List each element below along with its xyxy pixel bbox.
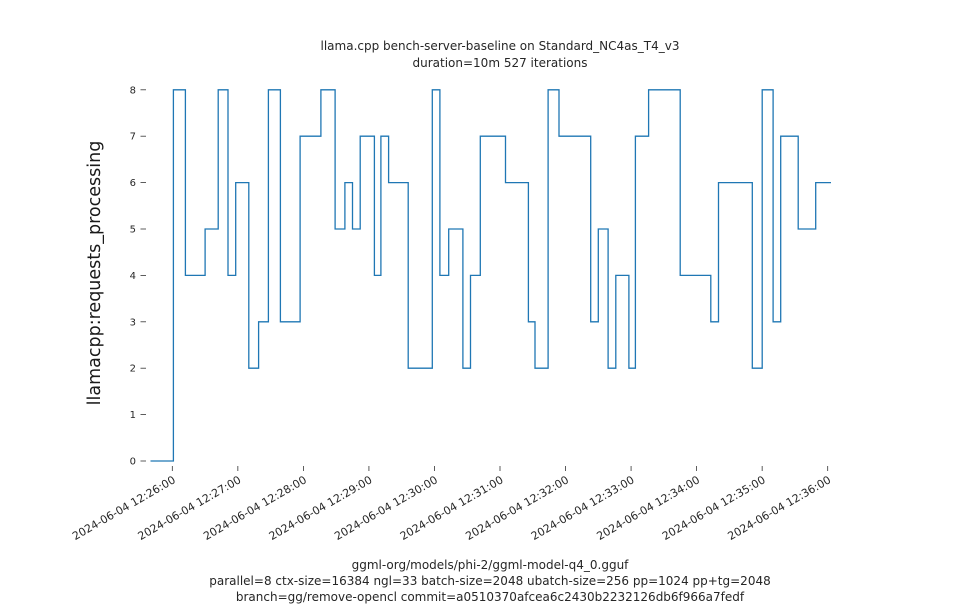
- y-axis-tick-label: 3: [130, 317, 136, 328]
- y-axis-tick-label: 6: [130, 178, 136, 189]
- y-axis-tick-label: 8: [130, 85, 136, 96]
- chart-captions: ggml-org/models/phi-2/ggml-model-q4_0.gg…: [20, 557, 960, 605]
- chart-title: llama.cpp bench-server-baseline on Stand…: [40, 38, 960, 72]
- y-axis-tick-label: 1: [130, 410, 136, 421]
- requests-processing-series-line: [150, 89, 831, 462]
- y-axis-tick-label: 4: [130, 271, 136, 282]
- caption-params: parallel=8 ctx-size=16384 ngl=33 batch-s…: [209, 574, 771, 588]
- y-axis-tick-label: 2: [130, 364, 136, 375]
- x-axis-tick-label: 2024-06-04 12:26:00: [70, 473, 178, 543]
- caption-branch-commit: branch=gg/remove-opencl commit=a0510370a…: [235, 590, 745, 604]
- chart-title-line2: duration=10m 527 iterations: [412, 56, 588, 70]
- y-axis-tick-label: 0: [130, 457, 136, 468]
- caption-model: ggml-org/models/phi-2/ggml-model-q4_0.gg…: [351, 558, 629, 572]
- y-axis-tick-label: 7: [130, 132, 136, 143]
- y-axis-tick-label: 5: [130, 225, 136, 236]
- chart-title-line1: llama.cpp bench-server-baseline on Stand…: [320, 39, 680, 53]
